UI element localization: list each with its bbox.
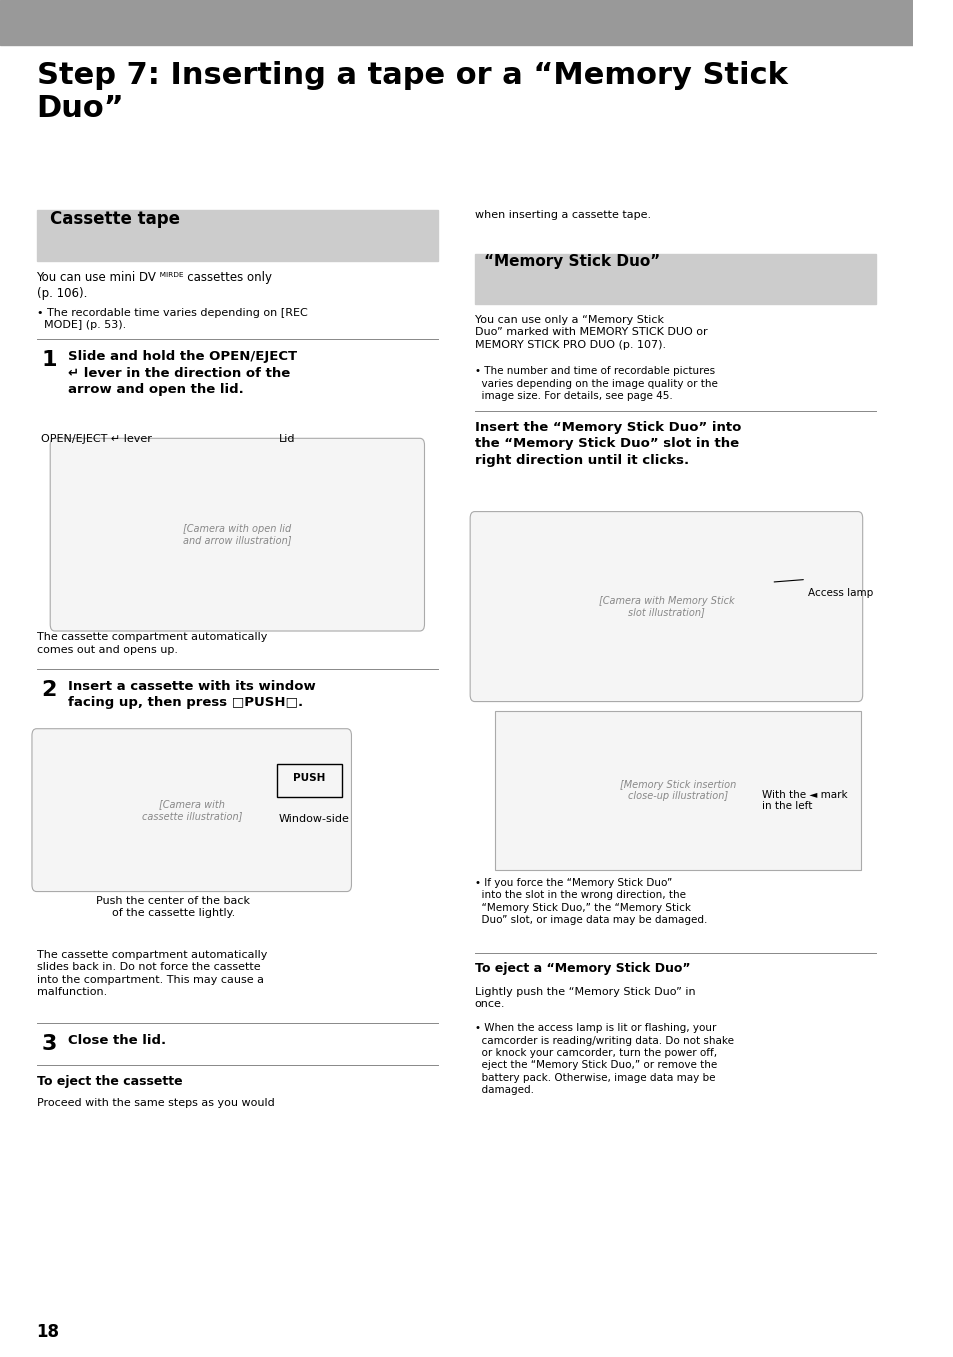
Text: Lightly push the “Memory Stick Duo” in
once.: Lightly push the “Memory Stick Duo” in o… [475, 987, 695, 1010]
Text: Proceed with the same steps as you would: Proceed with the same steps as you would [36, 1098, 274, 1107]
Text: The cassette compartment automatically
slides back in. Do not force the cassette: The cassette compartment automatically s… [36, 950, 267, 997]
Text: OPEN/EJECT ↵ lever: OPEN/EJECT ↵ lever [41, 434, 152, 444]
FancyBboxPatch shape [495, 711, 860, 870]
Text: Close the lid.: Close the lid. [69, 1034, 167, 1048]
Bar [36, 210, 437, 261]
Text: You can use mini DV ᴹᴵᴿᴰᴱ cassettes only
(p. 106).: You can use mini DV ᴹᴵᴿᴰᴱ cassettes only… [36, 271, 273, 300]
Text: Access lamp: Access lamp [807, 588, 872, 597]
Text: PUSH: PUSH [293, 772, 325, 783]
Text: • If you force the “Memory Stick Duo”
  into the slot in the wrong direction, th: • If you force the “Memory Stick Duo” in… [475, 878, 706, 925]
Text: Insert the “Memory Stick Duo” into
the “Memory Stick Duo” slot in the
right dire: Insert the “Memory Stick Duo” into the “… [475, 421, 740, 467]
FancyBboxPatch shape [51, 438, 424, 631]
Bar [475, 254, 876, 304]
Text: [Camera with open lid
and arrow illustration]: [Camera with open lid and arrow illustra… [183, 524, 292, 546]
Text: With the ◄ mark
in the left: With the ◄ mark in the left [761, 790, 847, 811]
Text: The cassette compartment automatically
comes out and opens up.: The cassette compartment automatically c… [36, 632, 267, 655]
Text: [Camera with Memory Stick
slot illustration]: [Camera with Memory Stick slot illustrat… [598, 596, 734, 617]
Text: You can use only a “Memory Stick
Duo” marked with MEMORY STICK DUO or
MEMORY STI: You can use only a “Memory Stick Duo” ma… [475, 315, 706, 350]
Text: Step 7: Inserting a tape or a “Memory Stick
Duo”: Step 7: Inserting a tape or a “Memory St… [36, 61, 786, 122]
Text: To eject the cassette: To eject the cassette [36, 1075, 182, 1088]
Text: • The number and time of recordable pictures
  varies depending on the image qua: • The number and time of recordable pict… [475, 366, 717, 402]
Text: 1: 1 [41, 350, 56, 370]
Text: • The recordable time varies depending on [REC
  MODE] (p. 53).: • The recordable time varies depending o… [36, 308, 307, 331]
Bar [0, 0, 912, 45]
Text: when inserting a cassette tape.: when inserting a cassette tape. [475, 210, 650, 220]
Text: Lid: Lid [278, 434, 294, 444]
FancyBboxPatch shape [31, 729, 351, 892]
FancyBboxPatch shape [470, 512, 862, 702]
Text: • When the access lamp is lit or flashing, your
  camcorder is reading/writing d: • When the access lamp is lit or flashin… [475, 1023, 733, 1095]
Text: Slide and hold the OPEN/EJECT
↵ lever in the direction of the
arrow and open the: Slide and hold the OPEN/EJECT ↵ lever in… [69, 350, 297, 396]
Text: 18: 18 [36, 1323, 59, 1341]
Text: Push the center of the back
of the cassette lightly.: Push the center of the back of the casse… [96, 896, 251, 919]
Text: “Memory Stick Duo”: “Memory Stick Duo” [483, 254, 659, 269]
Text: 2: 2 [41, 680, 56, 700]
Text: [Memory Stick insertion
close-up illustration]: [Memory Stick insertion close-up illustr… [619, 780, 735, 801]
Text: [Camera with
cassette illustration]: [Camera with cassette illustration] [141, 799, 242, 821]
Text: To eject a “Memory Stick Duo”: To eject a “Memory Stick Duo” [475, 962, 689, 976]
Text: Cassette tape: Cassette tape [51, 210, 180, 228]
Text: 3: 3 [41, 1034, 56, 1054]
Text: Window-side: Window-side [278, 814, 349, 824]
Text: Insert a cassette with its window
facing up, then press □PUSH□.: Insert a cassette with its window facing… [69, 680, 315, 710]
